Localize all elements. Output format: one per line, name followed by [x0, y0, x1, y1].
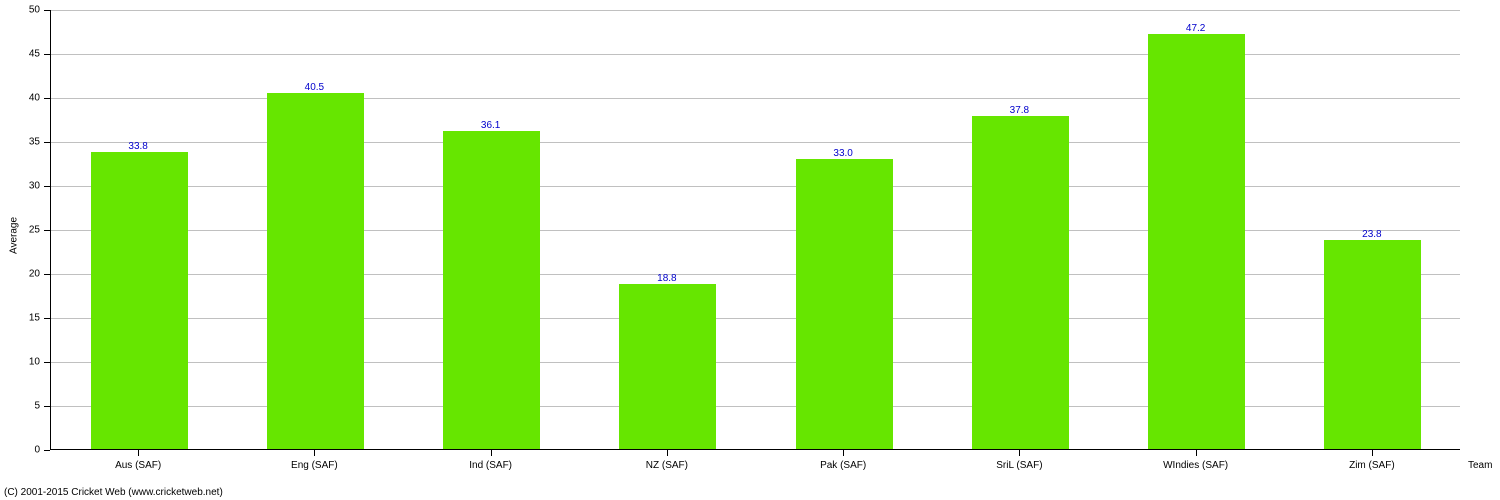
bar-value-label: 23.8	[1362, 229, 1381, 240]
x-tick-label: WIndies (SAF)	[1163, 460, 1228, 471]
bar	[267, 93, 364, 449]
chart-wrap: Average Team (C) 2001-2015 Cricket Web (…	[0, 0, 1500, 500]
x-tick-mark	[667, 450, 668, 456]
bar-value-label: 18.8	[657, 273, 676, 284]
y-tick-label: 20	[29, 269, 40, 280]
y-axis-title: Average	[9, 217, 20, 254]
bar	[796, 159, 893, 449]
y-tick-label: 45	[29, 49, 40, 60]
bar	[1148, 34, 1245, 449]
bar	[91, 152, 188, 449]
bar-value-label: 40.5	[305, 82, 324, 93]
x-tick-mark	[1372, 450, 1373, 456]
gridline	[51, 230, 1460, 231]
bar-value-label: 36.1	[481, 120, 500, 131]
bar-value-label: 37.8	[1010, 105, 1029, 116]
y-tick-label: 35	[29, 137, 40, 148]
y-tick-mark	[44, 230, 50, 231]
y-tick-mark	[44, 54, 50, 55]
x-tick-label: SriL (SAF)	[996, 460, 1042, 471]
x-tick-mark	[138, 450, 139, 456]
y-tick-label: 30	[29, 181, 40, 192]
gridline	[51, 10, 1460, 11]
gridline	[51, 186, 1460, 187]
x-tick-label: Ind (SAF)	[469, 460, 512, 471]
y-tick-mark	[44, 142, 50, 143]
y-tick-label: 10	[29, 357, 40, 368]
bar	[1324, 240, 1421, 449]
y-tick-mark	[44, 406, 50, 407]
gridline	[51, 318, 1460, 319]
x-tick-mark	[1196, 450, 1197, 456]
x-tick-label: Pak (SAF)	[820, 460, 866, 471]
gridline	[51, 98, 1460, 99]
x-tick-label: Aus (SAF)	[115, 460, 161, 471]
x-tick-label: NZ (SAF)	[646, 460, 688, 471]
plot-area	[50, 10, 1460, 450]
bar-value-label: 33.8	[128, 141, 147, 152]
y-tick-mark	[44, 450, 50, 451]
y-tick-mark	[44, 98, 50, 99]
y-tick-mark	[44, 274, 50, 275]
x-tick-label: Eng (SAF)	[291, 460, 338, 471]
y-tick-mark	[44, 10, 50, 11]
y-tick-label: 25	[29, 225, 40, 236]
gridline	[51, 362, 1460, 363]
gridline	[51, 406, 1460, 407]
y-tick-label: 0	[34, 445, 40, 456]
x-tick-mark	[491, 450, 492, 456]
gridline	[51, 54, 1460, 55]
y-tick-mark	[44, 362, 50, 363]
y-tick-label: 40	[29, 93, 40, 104]
copyright-text: (C) 2001-2015 Cricket Web (www.cricketwe…	[4, 487, 223, 498]
bar	[443, 131, 540, 449]
x-axis-title: Team	[1468, 460, 1492, 471]
bar	[619, 284, 716, 449]
bar-value-label: 47.2	[1186, 23, 1205, 34]
x-tick-mark	[843, 450, 844, 456]
y-tick-label: 5	[34, 401, 40, 412]
y-tick-mark	[44, 186, 50, 187]
y-tick-label: 15	[29, 313, 40, 324]
x-tick-mark	[1019, 450, 1020, 456]
x-tick-mark	[314, 450, 315, 456]
bar	[972, 116, 1069, 449]
y-tick-mark	[44, 318, 50, 319]
gridline	[51, 274, 1460, 275]
x-tick-label: Zim (SAF)	[1349, 460, 1395, 471]
bar-value-label: 33.0	[833, 148, 852, 159]
gridline	[51, 142, 1460, 143]
y-tick-label: 50	[29, 5, 40, 16]
